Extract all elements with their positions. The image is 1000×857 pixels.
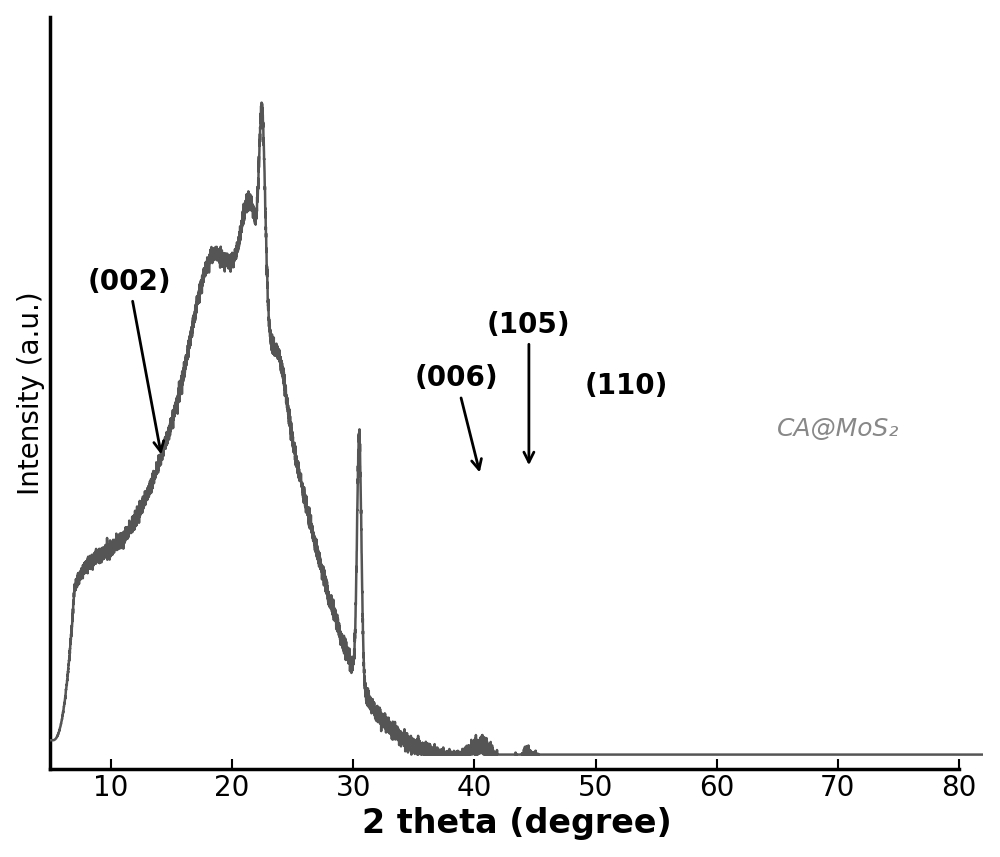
Text: CA@MoS₂: CA@MoS₂: [777, 417, 899, 440]
Y-axis label: Intensity (a.u.): Intensity (a.u.): [17, 291, 45, 494]
Text: (105): (105): [487, 311, 571, 462]
Text: (006): (006): [414, 364, 498, 470]
Text: (110): (110): [584, 372, 668, 399]
X-axis label: 2 theta (degree): 2 theta (degree): [362, 807, 672, 841]
Text: (002): (002): [87, 267, 171, 452]
